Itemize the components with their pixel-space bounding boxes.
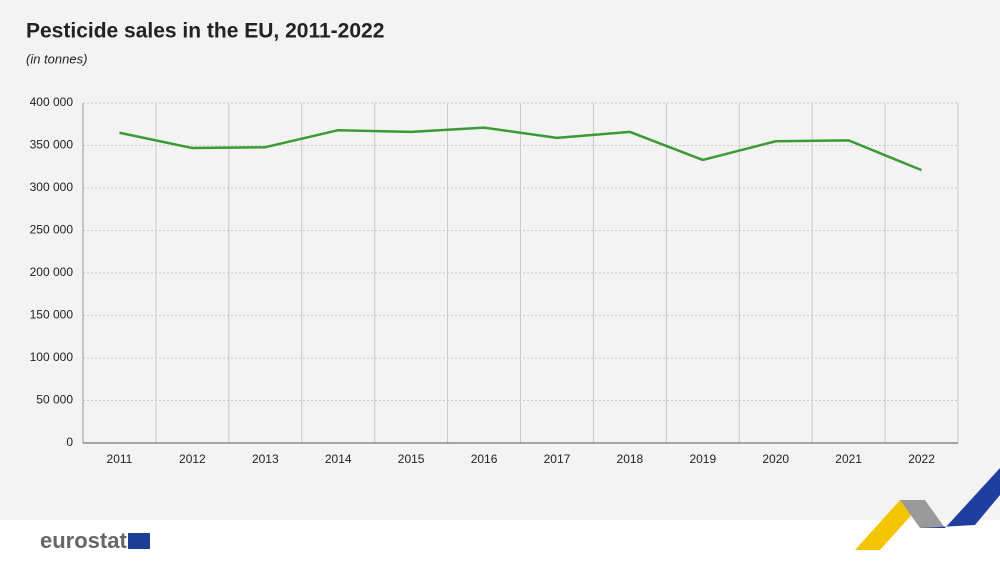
- y-tick-label: 400 000: [30, 95, 74, 109]
- x-tick-label: 2011: [107, 452, 133, 466]
- brand-logo: eurostat: [40, 528, 127, 553]
- eu-flag: [128, 533, 150, 549]
- ribbon-yellow: [855, 500, 925, 550]
- chart-title: Pesticide sales in the EU, 2011-2022: [26, 20, 384, 43]
- x-tick-label: 2022: [908, 452, 935, 466]
- footer: [0, 520, 1000, 562]
- ribbon-gray: [900, 500, 945, 528]
- x-tick-label: 2015: [398, 452, 425, 466]
- y-tick-label: 50 000: [36, 393, 73, 407]
- y-tick-label: 100 000: [30, 350, 74, 364]
- x-tick-label: 2016: [471, 452, 498, 466]
- y-tick-label: 350 000: [30, 138, 74, 152]
- y-tick-label: 300 000: [30, 180, 74, 194]
- x-tick-label: 2019: [689, 452, 716, 466]
- background: [0, 0, 1000, 520]
- chart-subtitle: (in tonnes): [26, 51, 87, 66]
- x-tick-label: 2014: [325, 452, 352, 466]
- y-tick-label: 150 000: [30, 308, 74, 322]
- y-tick-label: 0: [66, 435, 73, 449]
- x-tick-label: 2021: [835, 452, 862, 466]
- ribbon-blue: [920, 468, 1000, 528]
- x-tick-label: 2012: [179, 452, 206, 466]
- y-tick-label: 200 000: [30, 265, 74, 279]
- data-line: [119, 126, 923, 172]
- x-tick-label: 2020: [762, 452, 789, 466]
- x-tick-label: 2018: [617, 452, 644, 466]
- y-tick-label: 250 000: [30, 223, 74, 237]
- x-tick-label: 2017: [544, 452, 571, 466]
- x-tick-label: 2013: [252, 452, 279, 466]
